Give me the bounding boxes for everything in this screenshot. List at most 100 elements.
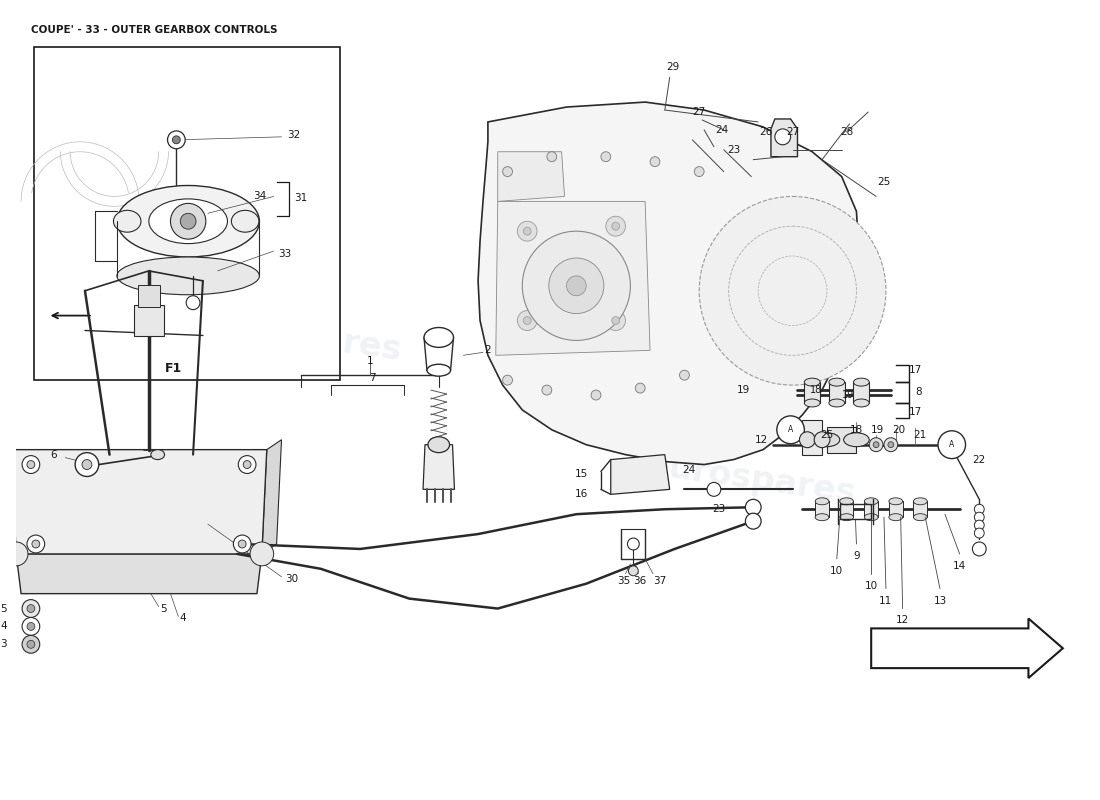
Text: 16: 16 [574, 490, 587, 499]
Circle shape [591, 390, 601, 400]
Ellipse shape [117, 257, 260, 294]
Circle shape [32, 540, 40, 548]
Text: 24: 24 [683, 465, 696, 474]
Ellipse shape [889, 514, 903, 521]
Text: 31: 31 [295, 194, 308, 203]
Text: eurospares: eurospares [645, 449, 858, 510]
Ellipse shape [231, 210, 258, 232]
Text: 6: 6 [51, 450, 57, 460]
Ellipse shape [804, 378, 821, 386]
Circle shape [22, 600, 40, 618]
Ellipse shape [829, 399, 845, 407]
Text: 20: 20 [892, 425, 905, 434]
Circle shape [888, 442, 894, 448]
Ellipse shape [839, 498, 854, 505]
Text: 7: 7 [370, 373, 376, 383]
Polygon shape [16, 554, 262, 594]
Circle shape [22, 618, 40, 635]
Text: 5: 5 [161, 603, 167, 614]
Text: 26: 26 [759, 127, 772, 137]
Text: 18: 18 [810, 385, 822, 395]
Circle shape [82, 459, 91, 470]
Ellipse shape [117, 186, 260, 257]
Polygon shape [871, 618, 1063, 678]
Polygon shape [424, 445, 454, 490]
Circle shape [28, 640, 35, 648]
Text: 24: 24 [715, 125, 728, 135]
Polygon shape [804, 382, 821, 403]
Circle shape [606, 216, 626, 236]
Ellipse shape [148, 199, 228, 243]
Circle shape [22, 635, 40, 654]
Text: eurospares: eurospares [645, 250, 858, 312]
Text: 30: 30 [285, 574, 298, 584]
Text: 2: 2 [485, 346, 492, 355]
Circle shape [975, 520, 984, 530]
Text: 15: 15 [574, 470, 587, 479]
Polygon shape [771, 119, 797, 157]
Text: 35: 35 [617, 576, 630, 586]
Polygon shape [865, 502, 878, 517]
Text: 27: 27 [693, 107, 706, 117]
Text: 9: 9 [854, 551, 860, 561]
Polygon shape [913, 502, 927, 517]
Text: F1: F1 [165, 362, 182, 374]
Polygon shape [34, 47, 341, 380]
Circle shape [975, 504, 984, 514]
Ellipse shape [151, 450, 165, 459]
Circle shape [612, 222, 619, 230]
Text: 36: 36 [634, 576, 647, 586]
Circle shape [186, 296, 200, 310]
Text: 21: 21 [914, 430, 927, 440]
Polygon shape [815, 502, 829, 517]
Circle shape [28, 535, 45, 553]
Polygon shape [854, 382, 869, 403]
Text: 5: 5 [0, 603, 7, 614]
Circle shape [250, 542, 274, 566]
Text: 34: 34 [253, 191, 267, 202]
Text: 8: 8 [915, 387, 922, 397]
Text: 19: 19 [870, 425, 883, 434]
Text: 12: 12 [896, 615, 910, 626]
Circle shape [524, 227, 531, 235]
Text: 1: 1 [366, 356, 373, 366]
Text: 18: 18 [850, 425, 864, 434]
Text: 25: 25 [878, 177, 891, 186]
Circle shape [549, 258, 604, 314]
Polygon shape [827, 427, 857, 453]
Ellipse shape [865, 514, 878, 521]
Circle shape [627, 538, 639, 550]
Text: 12: 12 [755, 434, 768, 445]
Ellipse shape [844, 433, 869, 446]
Text: 25: 25 [821, 430, 834, 440]
Circle shape [503, 166, 513, 177]
Circle shape [517, 310, 537, 330]
Polygon shape [802, 420, 822, 454]
Text: COUPE' - 33 - OUTER GEARBOX CONTROLS: COUPE' - 33 - OUTER GEARBOX CONTROLS [31, 25, 277, 34]
Circle shape [680, 370, 690, 380]
Text: 10: 10 [865, 581, 878, 590]
Ellipse shape [829, 378, 845, 386]
Ellipse shape [113, 210, 141, 232]
Circle shape [239, 456, 256, 474]
Circle shape [777, 416, 804, 444]
FancyBboxPatch shape [138, 285, 160, 306]
Text: 13: 13 [934, 595, 947, 606]
Text: 4: 4 [180, 614, 187, 623]
Text: 33: 33 [278, 249, 292, 259]
Circle shape [173, 136, 180, 144]
Circle shape [522, 231, 630, 341]
Ellipse shape [839, 514, 854, 521]
Text: 23: 23 [712, 504, 726, 514]
Circle shape [606, 310, 626, 330]
Circle shape [4, 542, 28, 566]
Circle shape [774, 129, 791, 145]
Circle shape [233, 535, 251, 553]
Circle shape [28, 605, 35, 613]
Circle shape [975, 528, 984, 538]
Circle shape [566, 276, 586, 296]
Polygon shape [889, 502, 903, 517]
Circle shape [524, 317, 531, 325]
Ellipse shape [428, 437, 450, 453]
Ellipse shape [889, 498, 903, 505]
